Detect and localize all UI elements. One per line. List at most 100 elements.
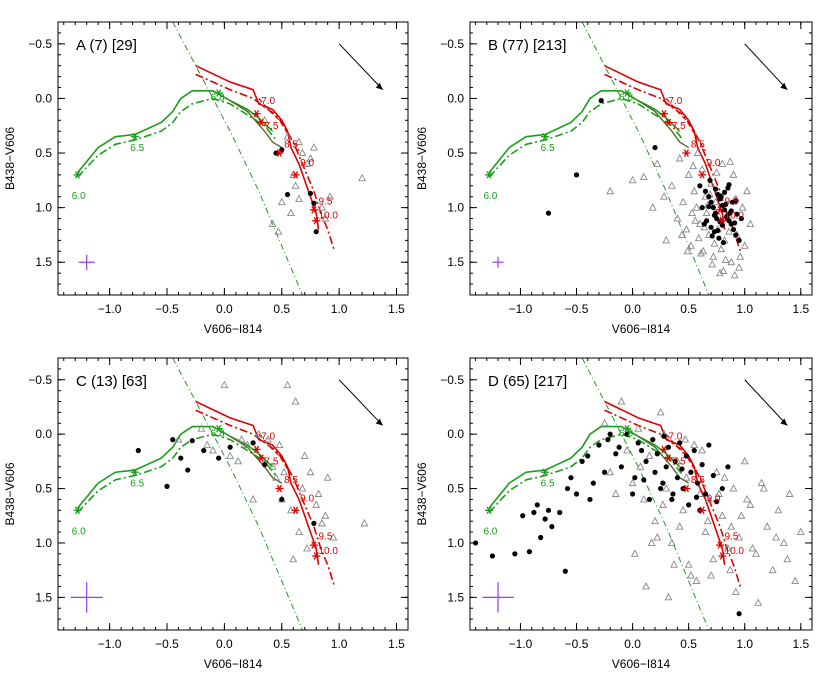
red-age-label: 10.0: [318, 546, 338, 557]
green-age-label: 6.0: [72, 526, 86, 537]
filled-point: [663, 464, 669, 470]
filled-point: [279, 496, 285, 503]
age-marker-star: [542, 468, 548, 477]
triangle-point: [243, 440, 252, 448]
filled-point: [695, 480, 701, 486]
x-tick-label: −1.0: [509, 302, 533, 316]
filled-point: [573, 491, 580, 497]
x-tick-label: 1.5: [792, 637, 809, 651]
filled-point: [178, 455, 184, 461]
triangle-point: [314, 489, 323, 497]
filled-point: [710, 472, 716, 479]
filled-point: [568, 475, 574, 481]
triangle-point: [303, 159, 311, 167]
x-tick-label: −1.0: [98, 302, 122, 316]
green-age-label: 6.0: [483, 191, 497, 202]
triangle-point: [309, 143, 318, 151]
filled-point: [710, 205, 716, 211]
triangle-point: [695, 489, 704, 497]
age-marker-star: [292, 506, 299, 515]
y-tick-label: 1.0: [35, 201, 52, 215]
olive-track: [637, 100, 690, 149]
triangle-point: [662, 235, 671, 244]
x-axis-title: V606−I814: [204, 657, 263, 671]
filled-point: [135, 447, 141, 454]
filled-point: [665, 444, 672, 450]
green-track-solid: [76, 89, 274, 174]
red-age-label: 8.5: [284, 140, 298, 151]
triangle-point: [291, 397, 300, 405]
filled-point: [643, 458, 649, 464]
age-marker-star: [74, 506, 81, 515]
triangle-point: [709, 554, 718, 563]
age-marker-star: [311, 541, 317, 549]
filled-point: [307, 190, 314, 197]
y-axis-title: B438−V606: [415, 127, 429, 190]
age-marker-star: [486, 171, 492, 179]
triangle-point: [651, 516, 659, 525]
triangle-point: [329, 533, 338, 541]
green-isochrone-line: [172, 358, 303, 630]
panel-title: C (13) [63]: [76, 373, 147, 390]
green-age-label: 6.0: [72, 191, 86, 202]
filled-point: [733, 232, 739, 238]
filled-point: [726, 182, 732, 188]
filled-point: [650, 437, 656, 443]
red-track-dashed: [258, 433, 300, 487]
y-tick-label: 0.5: [35, 146, 52, 160]
triangle-point: [692, 576, 701, 584]
y-axis-title: B438−V606: [3, 127, 17, 190]
red-age-label: 10.0: [318, 211, 338, 222]
age-marker-star: [717, 206, 723, 214]
age-marker-star: [276, 149, 283, 157]
filled-point: [596, 442, 602, 448]
olive-track: [637, 435, 690, 484]
filled-point: [660, 480, 666, 486]
triangle-point: [268, 219, 277, 227]
filled-point: [635, 440, 641, 446]
arrow-head: [780, 82, 788, 90]
triangle-point: [630, 549, 639, 557]
filled-point: [674, 475, 681, 481]
red-age-label: 9.5: [318, 196, 332, 207]
red-age-label: 9.0: [707, 494, 721, 505]
filled-point: [629, 491, 636, 497]
triangle-point: [737, 511, 746, 519]
filled-point: [311, 520, 317, 526]
y-tick-label: 0.0: [447, 427, 464, 441]
red-age-label: 7.5: [672, 121, 686, 132]
filled-point: [654, 451, 660, 457]
filled-point: [216, 455, 222, 461]
triangle-point: [729, 170, 738, 178]
y-tick-label: 0.5: [35, 482, 52, 496]
triangle-point: [712, 168, 721, 176]
red-track-dashdot: [604, 409, 742, 587]
red-track-solid: [195, 400, 320, 565]
filled-point: [718, 194, 724, 200]
age-marker-star: [683, 149, 689, 157]
triangle-point: [684, 170, 693, 178]
y-tick-label: 1.5: [35, 590, 52, 604]
filled-point: [579, 458, 585, 464]
triangle-point: [689, 161, 698, 170]
triangle-point: [785, 489, 794, 497]
red-track-dashdot: [604, 73, 742, 252]
triangle-point: [768, 565, 777, 574]
red-age-label: 7.5: [265, 457, 279, 468]
filled-point: [526, 549, 533, 555]
red-age-label: 9.5: [725, 196, 739, 207]
triangle-point: [707, 571, 716, 579]
filled-point: [512, 551, 518, 557]
red-track-dashdot: [195, 73, 336, 252]
age-marker-star: [253, 109, 260, 118]
triangle-point: [740, 241, 749, 249]
age-marker-star: [292, 171, 299, 179]
triangle-point: [298, 148, 307, 156]
filled-point: [711, 212, 718, 218]
x-tick-label: 0.5: [273, 637, 290, 651]
filled-point: [736, 237, 742, 243]
triangle-point: [703, 516, 712, 525]
triangle-point: [759, 484, 768, 492]
triangle-point: [709, 252, 718, 260]
age-marker-star: [313, 552, 319, 560]
